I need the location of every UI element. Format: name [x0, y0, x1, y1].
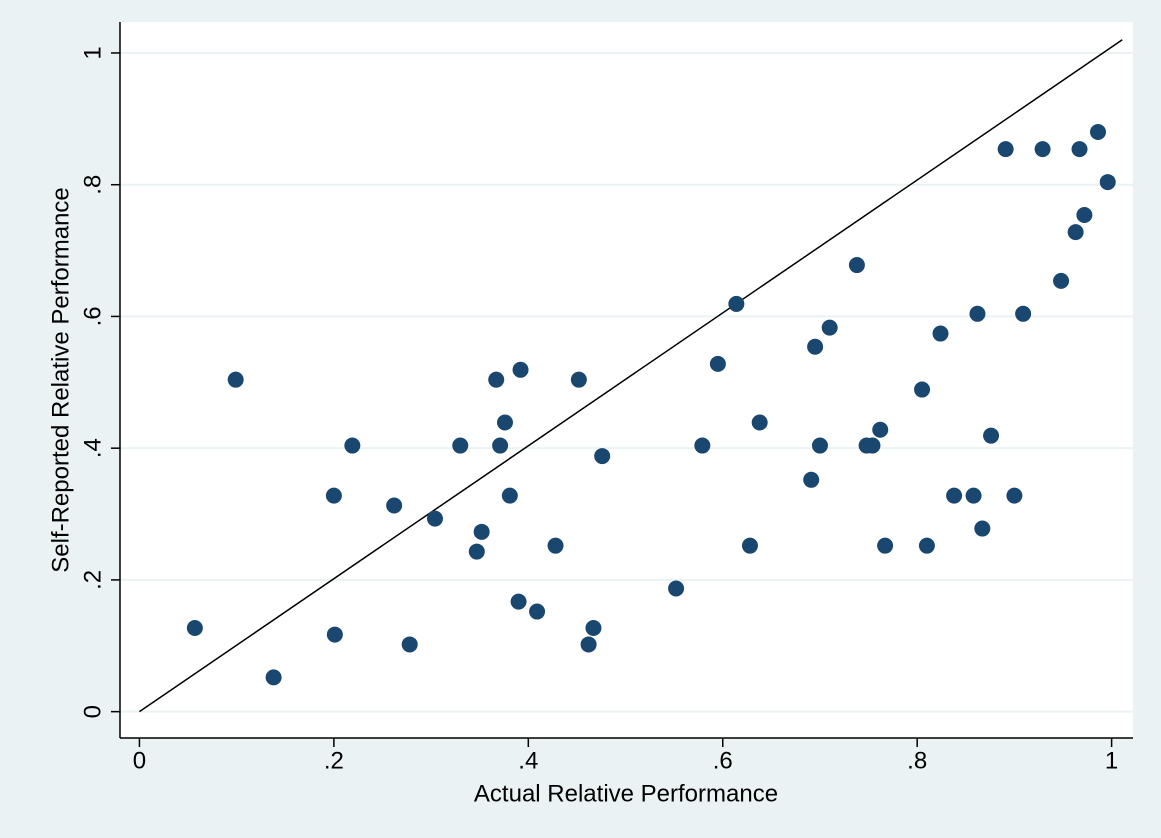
point [694, 437, 711, 454]
point [186, 619, 203, 636]
point [1053, 272, 1070, 289]
point [914, 381, 931, 398]
point [1067, 224, 1084, 241]
point [512, 361, 529, 378]
y-tick-label: .8 [79, 175, 106, 195]
y-tick-label: .2 [79, 570, 106, 590]
point [969, 305, 986, 322]
point [401, 636, 418, 653]
point [807, 338, 824, 355]
point [570, 371, 587, 388]
point [1006, 487, 1023, 504]
point [452, 437, 469, 454]
y-tick-label: .4 [79, 438, 106, 458]
point [965, 487, 982, 504]
point [1076, 206, 1093, 223]
point [997, 141, 1014, 158]
point [265, 669, 282, 686]
reference-line [139, 39, 1123, 713]
point [326, 626, 343, 643]
x-tick-label: .2 [324, 747, 344, 774]
point [496, 414, 513, 431]
point [585, 619, 602, 636]
x-axis-title: Actual Relative Performance [474, 780, 778, 807]
y-tick-label: 1 [79, 46, 106, 59]
point [751, 414, 768, 431]
point [821, 319, 838, 336]
point [872, 421, 889, 438]
x-tick-label: .6 [713, 747, 733, 774]
point [501, 487, 518, 504]
point [709, 355, 726, 372]
point [848, 257, 865, 274]
point [877, 537, 894, 554]
x-tick-label: 1 [1105, 747, 1118, 774]
x-tick-label: .4 [518, 747, 538, 774]
point [1071, 141, 1088, 158]
plot-area [120, 22, 1133, 738]
point [1090, 124, 1107, 141]
point [227, 371, 244, 388]
point [386, 497, 403, 514]
point [932, 325, 949, 342]
point [594, 448, 611, 465]
point [741, 537, 758, 554]
y-tick-label: .6 [79, 306, 106, 326]
point [918, 537, 935, 554]
x-tick-label: 0 [133, 747, 146, 774]
point [580, 636, 597, 653]
point [974, 520, 991, 537]
point [668, 580, 685, 597]
point [488, 371, 505, 388]
point [983, 427, 1000, 444]
point [803, 471, 820, 488]
point [1015, 305, 1032, 322]
x-tick-label: .8 [907, 747, 927, 774]
point [547, 537, 564, 554]
point [468, 543, 485, 560]
point [946, 487, 963, 504]
point [473, 523, 490, 540]
point [1034, 141, 1051, 158]
point [510, 593, 527, 610]
point [492, 437, 509, 454]
point [344, 437, 361, 454]
point [728, 295, 745, 312]
point [325, 487, 342, 504]
point [811, 437, 828, 454]
point [529, 603, 546, 620]
y-tick-label: 0 [79, 705, 106, 718]
point [426, 510, 443, 527]
point [1099, 174, 1116, 191]
y-axis-title: Self-Reported Relative Performance [47, 187, 74, 573]
point [864, 437, 881, 454]
